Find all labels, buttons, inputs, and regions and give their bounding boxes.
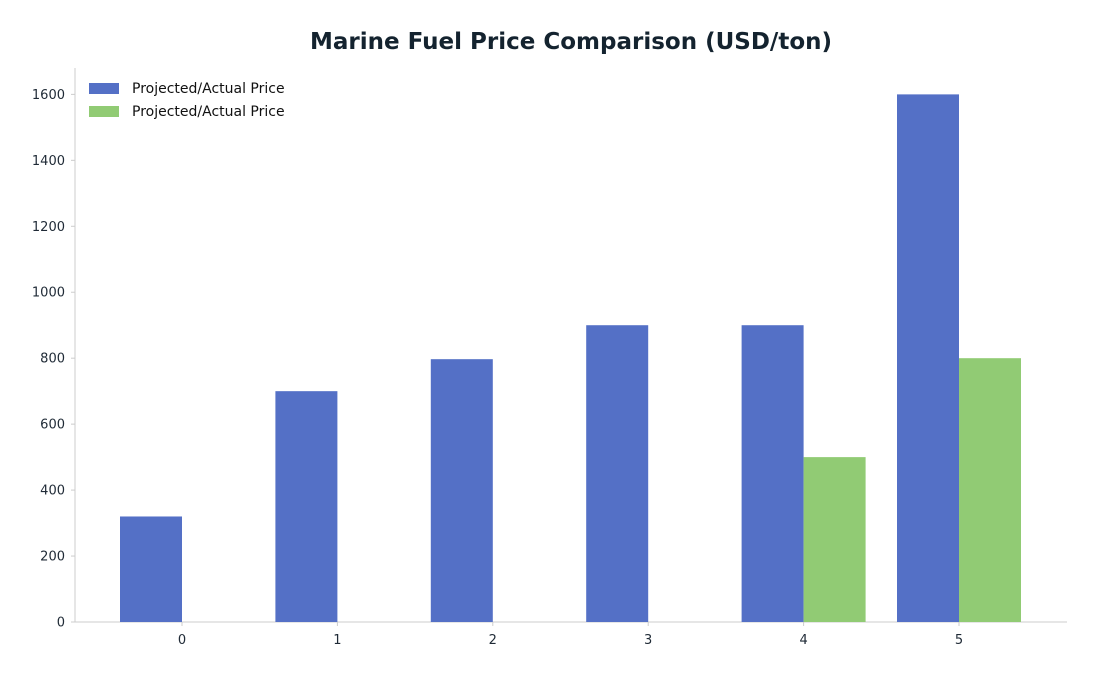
bar-series-0-cat-5 (897, 94, 959, 622)
y-tick-label: 800 (40, 352, 65, 367)
y-tick-label: 200 (40, 550, 65, 565)
legend-swatch (89, 83, 119, 94)
legend-swatch (89, 106, 119, 117)
y-axis: 0 200 400 600 800 1000 1200 1400 1600 (32, 68, 76, 631)
y-tick-label: 1600 (32, 88, 65, 103)
legend-label: Projected/Actual Price (132, 104, 285, 120)
bar-series-1-cat-4 (803, 457, 866, 622)
y-tick-label: 400 (40, 484, 65, 499)
y-tick-label: 1000 (32, 286, 65, 301)
bar-series-0-cat-1 (275, 391, 338, 622)
x-tick-label: 3 (644, 633, 652, 648)
x-tick-label: 4 (799, 633, 807, 648)
y-tick-label: 1400 (32, 154, 65, 169)
bar-series-0-cat-2 (430, 359, 493, 622)
x-axis: 0 1 2 3 4 5 (75, 621, 1067, 648)
bars (120, 94, 1021, 622)
bar-series-0-cat-3 (586, 325, 649, 622)
bar-series-0-cat-0 (120, 516, 182, 622)
legend-label: Projected/Actual Price (132, 81, 285, 97)
y-tick-label: 0 (57, 616, 65, 631)
x-tick-label: 0 (178, 633, 186, 648)
x-tick-label: 2 (489, 633, 497, 648)
y-tick-label: 1200 (32, 220, 65, 235)
x-tick-label: 5 (955, 633, 963, 648)
y-tick-label: 600 (40, 418, 65, 433)
legend: Projected/Actual Price Projected/Actual P… (89, 81, 285, 120)
bar-series-1-cat-5 (959, 358, 1021, 622)
x-tick-label: 1 (333, 633, 341, 648)
chart-title: Marine Fuel Price Comparison (USD/ton) (310, 29, 832, 55)
bar-series-0-cat-4 (741, 325, 804, 622)
